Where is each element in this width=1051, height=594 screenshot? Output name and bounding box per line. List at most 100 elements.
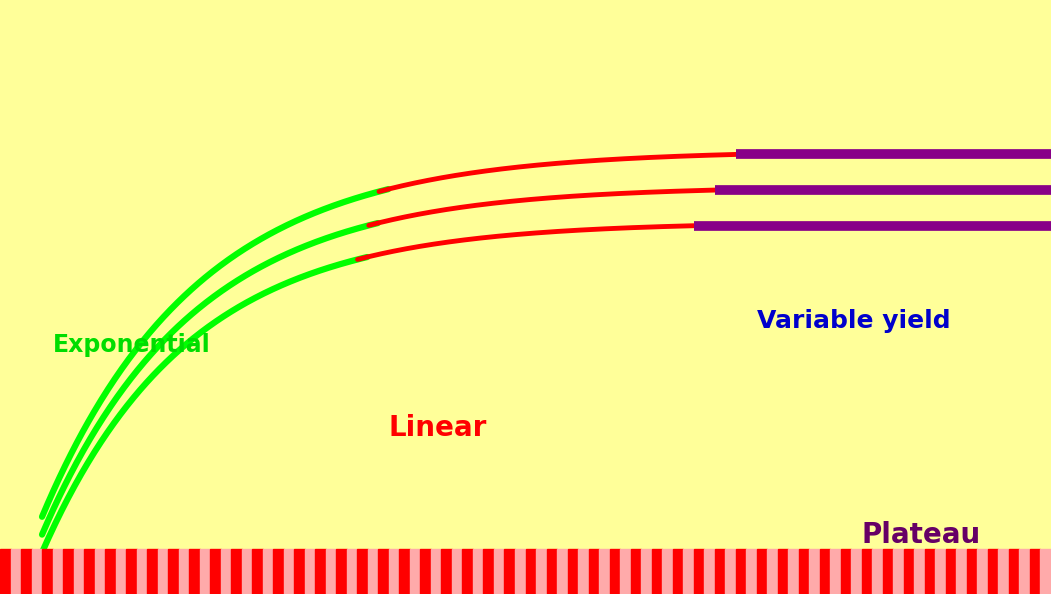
Bar <box>526 549 536 594</box>
Bar <box>410 549 420 594</box>
Bar <box>652 549 662 594</box>
Bar <box>788 549 799 594</box>
Bar <box>830 549 841 594</box>
Bar <box>662 549 673 594</box>
Bar <box>210 549 221 594</box>
Bar <box>557 549 568 594</box>
Bar <box>483 549 494 594</box>
Text: Variable yield: Variable yield <box>757 309 950 333</box>
Bar <box>641 549 652 594</box>
Bar <box>767 549 778 594</box>
Bar <box>473 549 483 594</box>
Bar <box>389 549 399 594</box>
Bar <box>904 549 914 594</box>
Bar <box>683 549 694 594</box>
Bar <box>168 549 179 594</box>
Bar <box>778 549 788 594</box>
Bar <box>200 549 210 594</box>
Bar <box>452 549 462 594</box>
Bar <box>221 549 231 594</box>
Bar <box>357 549 368 594</box>
Bar <box>956 549 967 594</box>
Text: Plateau: Plateau <box>862 520 981 549</box>
Bar <box>547 549 557 594</box>
Bar <box>967 549 977 594</box>
Bar <box>589 549 599 594</box>
Bar <box>137 549 147 594</box>
Bar <box>736 549 746 594</box>
Bar <box>610 549 620 594</box>
Bar <box>673 549 683 594</box>
Bar <box>862 549 872 594</box>
Bar <box>1040 549 1051 594</box>
Bar <box>998 549 1009 594</box>
Bar <box>189 549 200 594</box>
Bar <box>294 549 305 594</box>
Bar <box>179 549 189 594</box>
Bar <box>74 549 84 594</box>
Bar <box>694 549 704 594</box>
Bar <box>536 549 547 594</box>
Bar <box>326 549 336 594</box>
Bar <box>231 549 242 594</box>
Bar <box>893 549 904 594</box>
Bar <box>399 549 410 594</box>
Bar <box>925 549 935 594</box>
Bar <box>420 549 431 594</box>
Bar <box>935 549 946 594</box>
Bar <box>84 549 95 594</box>
Bar <box>273 549 284 594</box>
Bar <box>715 549 725 594</box>
Bar <box>305 549 315 594</box>
Bar <box>599 549 610 594</box>
Bar <box>977 549 988 594</box>
Bar <box>284 549 294 594</box>
Bar <box>315 549 326 594</box>
Bar <box>11 549 21 594</box>
Bar <box>0 549 11 594</box>
Bar <box>158 549 168 594</box>
Bar <box>914 549 925 594</box>
Bar <box>704 549 715 594</box>
Bar <box>42 549 53 594</box>
Bar <box>988 549 998 594</box>
Bar <box>462 549 473 594</box>
Bar <box>757 549 767 594</box>
Bar <box>631 549 641 594</box>
Bar <box>851 549 862 594</box>
Bar <box>63 549 74 594</box>
Bar <box>872 549 883 594</box>
Bar <box>95 549 105 594</box>
Bar <box>263 549 273 594</box>
Bar <box>1009 549 1019 594</box>
Bar <box>1030 549 1040 594</box>
Bar <box>883 549 893 594</box>
Bar <box>946 549 956 594</box>
Bar <box>746 549 757 594</box>
Bar <box>53 549 63 594</box>
Bar <box>368 549 378 594</box>
Bar <box>441 549 452 594</box>
Bar <box>242 549 252 594</box>
Bar <box>725 549 736 594</box>
Bar <box>620 549 631 594</box>
Bar <box>568 549 578 594</box>
Bar <box>799 549 809 594</box>
Bar <box>841 549 851 594</box>
Bar <box>126 549 137 594</box>
Bar <box>105 549 116 594</box>
Bar <box>820 549 830 594</box>
Bar <box>504 549 515 594</box>
Bar <box>578 549 589 594</box>
Bar <box>32 549 42 594</box>
Bar <box>515 549 526 594</box>
Bar <box>147 549 158 594</box>
Bar <box>431 549 441 594</box>
Bar <box>21 549 32 594</box>
Bar <box>1019 549 1030 594</box>
Bar <box>336 549 347 594</box>
Bar <box>252 549 263 594</box>
Bar <box>809 549 820 594</box>
Bar <box>116 549 126 594</box>
Text: Linear: Linear <box>389 413 488 442</box>
